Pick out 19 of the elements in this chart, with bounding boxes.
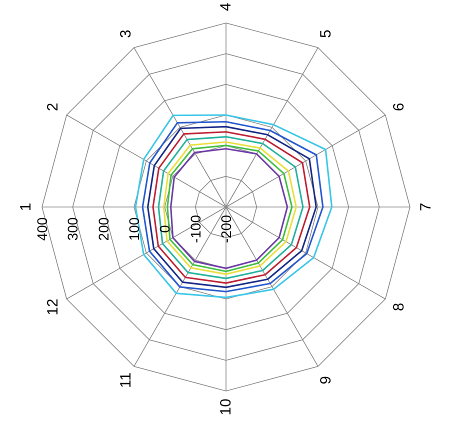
y-tick-label: 400 xyxy=(34,217,50,241)
spoke-label: 5 xyxy=(318,30,334,38)
y-tick-label: 100 xyxy=(126,217,142,241)
spoke-label: 1 xyxy=(18,202,34,212)
spoke-label: 2 xyxy=(44,102,62,112)
spoke-label: 10 xyxy=(218,398,234,416)
spoke-label: 7 xyxy=(418,202,434,212)
y-tick-label: 0 xyxy=(156,224,173,233)
spoke-label: 8 xyxy=(390,302,408,312)
spoke-label: 4 xyxy=(218,2,234,12)
spoke-label: 3 xyxy=(118,30,134,38)
y-tick-label: -100 xyxy=(187,214,204,244)
y-tick-label: 300 xyxy=(64,217,81,241)
y-tick-label: -200 xyxy=(218,214,234,244)
spoke-label: 11 xyxy=(118,372,134,388)
spoke-label: 12 xyxy=(44,298,62,316)
spoke-label: 9 xyxy=(318,376,334,384)
y-tick-label: 200 xyxy=(95,217,112,241)
spoke-label: 6 xyxy=(390,102,408,112)
